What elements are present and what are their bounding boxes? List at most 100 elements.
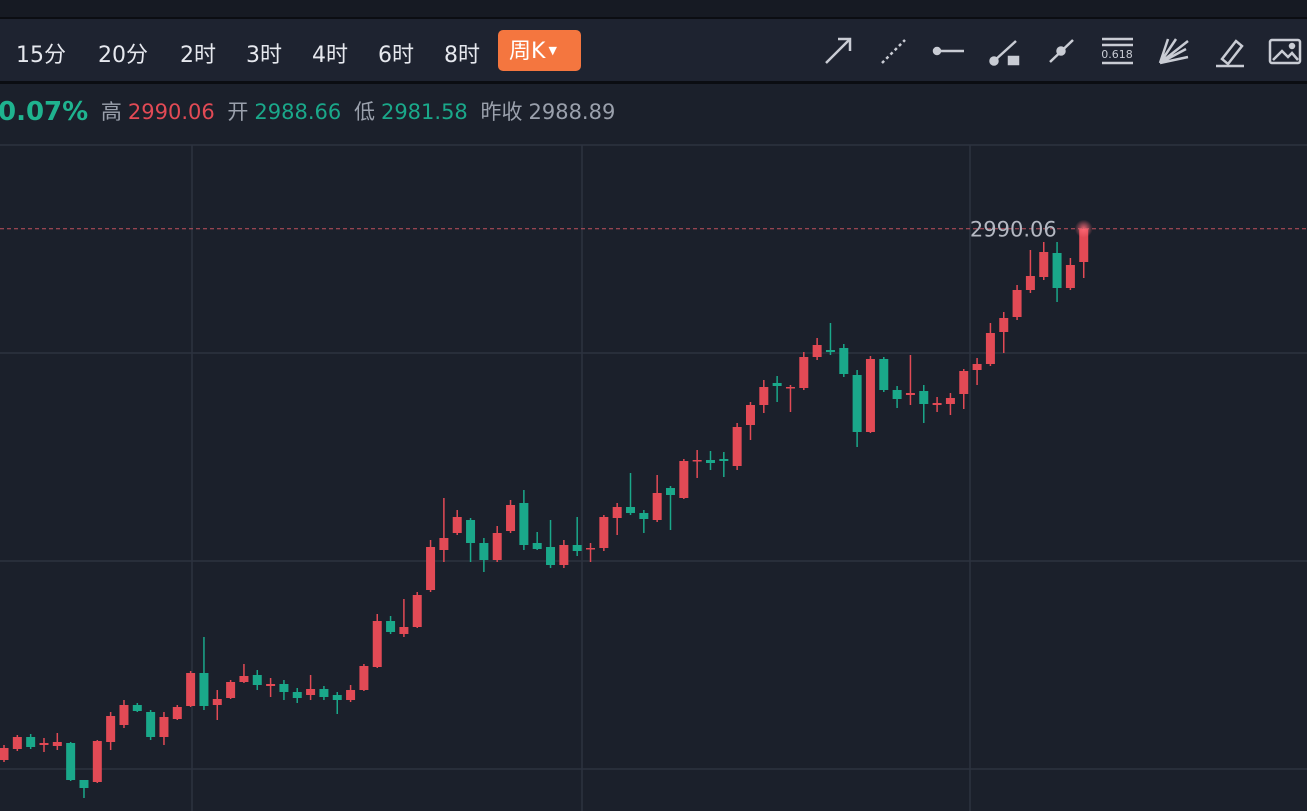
segment-tool[interactable] — [989, 40, 1020, 66]
period-button[interactable]: 8时 — [444, 43, 480, 68]
candle-body — [306, 689, 316, 695]
candle-body — [199, 673, 209, 706]
candle-body — [985, 333, 995, 364]
extend-tool[interactable] — [1049, 39, 1074, 63]
candle-body — [812, 345, 822, 357]
period-button[interactable]: 3时 — [246, 43, 282, 68]
candle-body — [612, 507, 622, 518]
period-button[interactable]: 2时 — [180, 43, 216, 68]
candle-body — [679, 461, 689, 498]
candle-body — [959, 371, 969, 394]
candle-body — [332, 695, 342, 700]
candle-body — [66, 743, 76, 780]
candle-body — [12, 737, 22, 749]
candle-body — [0, 748, 9, 760]
candle-body — [239, 676, 249, 682]
candle-body — [972, 364, 982, 370]
candle-body — [652, 493, 662, 520]
candle-body — [372, 621, 382, 667]
candle-body — [479, 543, 489, 560]
line-tool[interactable] — [932, 46, 964, 56]
candle-body — [1025, 276, 1035, 290]
candle-body — [892, 390, 902, 399]
ray-tool[interactable] — [881, 39, 906, 64]
active-label: 周K — [509, 39, 546, 64]
candle-body — [252, 675, 262, 685]
candle-body — [572, 545, 582, 551]
candle-body — [825, 350, 835, 352]
candle-body — [279, 684, 289, 692]
candle-body — [292, 692, 302, 698]
candle-body — [745, 405, 755, 425]
period-button[interactable]: 4时 — [312, 43, 348, 68]
tool-icons: 0.618 — [825, 37, 1302, 68]
candle-body — [919, 391, 929, 404]
candle-body — [799, 357, 809, 388]
candle-body — [1039, 252, 1049, 277]
candle-body — [159, 717, 169, 737]
fib-label: 0.618 — [1101, 48, 1133, 61]
candle-body — [132, 705, 142, 711]
candle-body — [492, 533, 502, 560]
candle-body — [146, 712, 156, 737]
pen-tool[interactable] — [1216, 39, 1244, 68]
candle-body — [186, 673, 196, 706]
value: 2988.66 — [254, 100, 342, 124]
active-period[interactable]: 周K ▼ — [498, 30, 581, 71]
period-button[interactable]: 20分 — [98, 43, 148, 68]
candle-body — [226, 682, 236, 698]
candle-body — [865, 359, 875, 432]
candle-body — [532, 543, 542, 549]
period-button[interactable]: 6时 — [378, 43, 414, 68]
candle-body — [945, 398, 955, 404]
candle-body — [52, 742, 62, 746]
arrow-tool[interactable] — [825, 37, 852, 64]
candle-body — [79, 780, 89, 788]
value: 2990.06 — [127, 100, 215, 124]
dropdown-caret: ▼ — [548, 44, 557, 57]
label: 低 — [353, 100, 375, 124]
label: 开 — [227, 100, 249, 124]
candle-body — [426, 547, 436, 590]
candle-body — [39, 743, 49, 745]
candle-body — [999, 318, 1009, 332]
candle-body — [705, 460, 715, 463]
candle-body — [519, 503, 529, 545]
candle-body — [1052, 253, 1062, 288]
grid — [0, 144, 1307, 811]
candle-body — [346, 690, 356, 700]
quote-row: 0.07% 高 2990.06 开 2988.66 低 2981.58 昨收 2988.… — [0, 96, 621, 127]
candle-body — [119, 705, 129, 725]
candle-body — [759, 387, 769, 405]
candle-body — [732, 427, 742, 466]
candle-body — [92, 741, 102, 782]
candle-body — [1079, 229, 1089, 262]
label: 昨收 — [480, 100, 523, 124]
candle-body — [452, 517, 462, 533]
candle-body — [399, 627, 409, 634]
change: 0.07% — [0, 97, 89, 127]
label: 高 — [100, 100, 122, 124]
candle-body — [1012, 290, 1022, 317]
candle-body — [172, 707, 182, 719]
fib-tool[interactable]: 0.618 — [1101, 37, 1133, 65]
price-label: 2990.06 — [970, 218, 1057, 242]
candle-body — [639, 513, 649, 519]
candle-body — [772, 383, 782, 386]
candle-body — [1065, 265, 1075, 288]
candle-body — [785, 387, 795, 389]
value: 2981.58 — [380, 100, 468, 124]
last-glow — [1074, 219, 1093, 238]
candle-body — [599, 517, 609, 548]
candle-body — [319, 689, 329, 697]
fan-tool[interactable] — [1158, 38, 1189, 65]
period-button[interactable]: 15分 — [16, 43, 66, 68]
candle-body — [359, 666, 369, 690]
candle-body — [852, 375, 862, 432]
candle-body — [412, 595, 422, 627]
candle-body — [839, 348, 849, 374]
image-tool[interactable] — [1268, 38, 1302, 65]
candle-body — [905, 393, 915, 395]
candle-body — [666, 488, 675, 495]
